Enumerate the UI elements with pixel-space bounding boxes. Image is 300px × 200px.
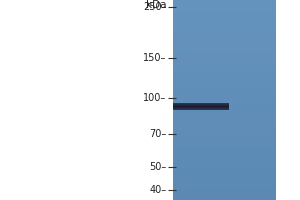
Text: 150–: 150– — [143, 53, 166, 63]
Text: kDa: kDa — [146, 0, 166, 10]
Text: 250–: 250– — [143, 2, 166, 12]
Text: 40–: 40– — [149, 185, 167, 195]
Text: 100–: 100– — [143, 93, 166, 103]
Text: 70–: 70– — [149, 129, 166, 139]
Text: 50–: 50– — [149, 162, 166, 172]
